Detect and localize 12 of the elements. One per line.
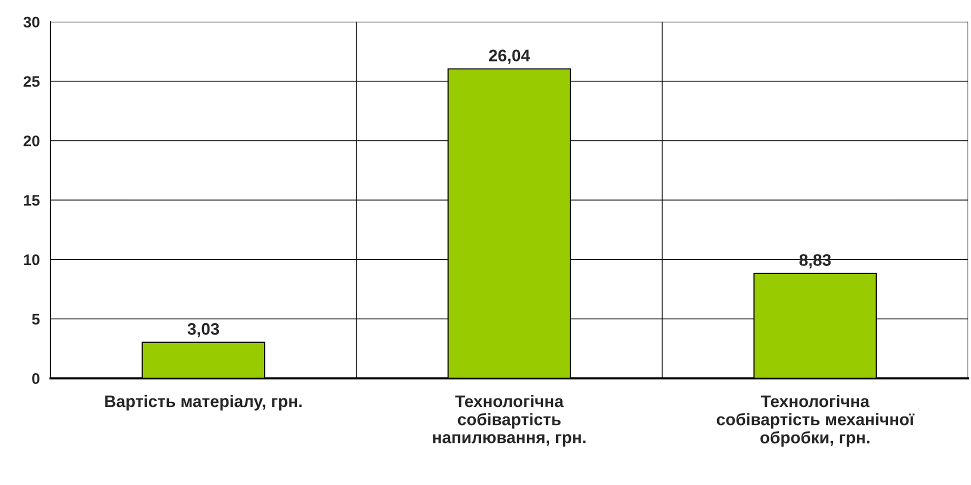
x-tick-label: Технологічна собівартість напилювання, грн. xyxy=(433,394,586,447)
y-tick-label: 20 xyxy=(24,136,40,146)
x-tick-label: Вартість матеріалу, грн. xyxy=(105,394,302,411)
y-tick-label: 25 xyxy=(24,76,40,87)
y-tick-label: 0 xyxy=(32,373,40,384)
y-tick-label: 5 xyxy=(32,314,40,325)
data-label: 3,03 xyxy=(188,323,220,338)
y-tick-label: 30 xyxy=(23,16,40,28)
y-tick-label: 10 xyxy=(24,254,40,266)
x-tick-label: Технологічна собівартість механічної обробки, грн. xyxy=(716,394,914,447)
y-tick-label: 15 xyxy=(24,195,40,206)
data-label: 26,04 xyxy=(489,50,530,64)
